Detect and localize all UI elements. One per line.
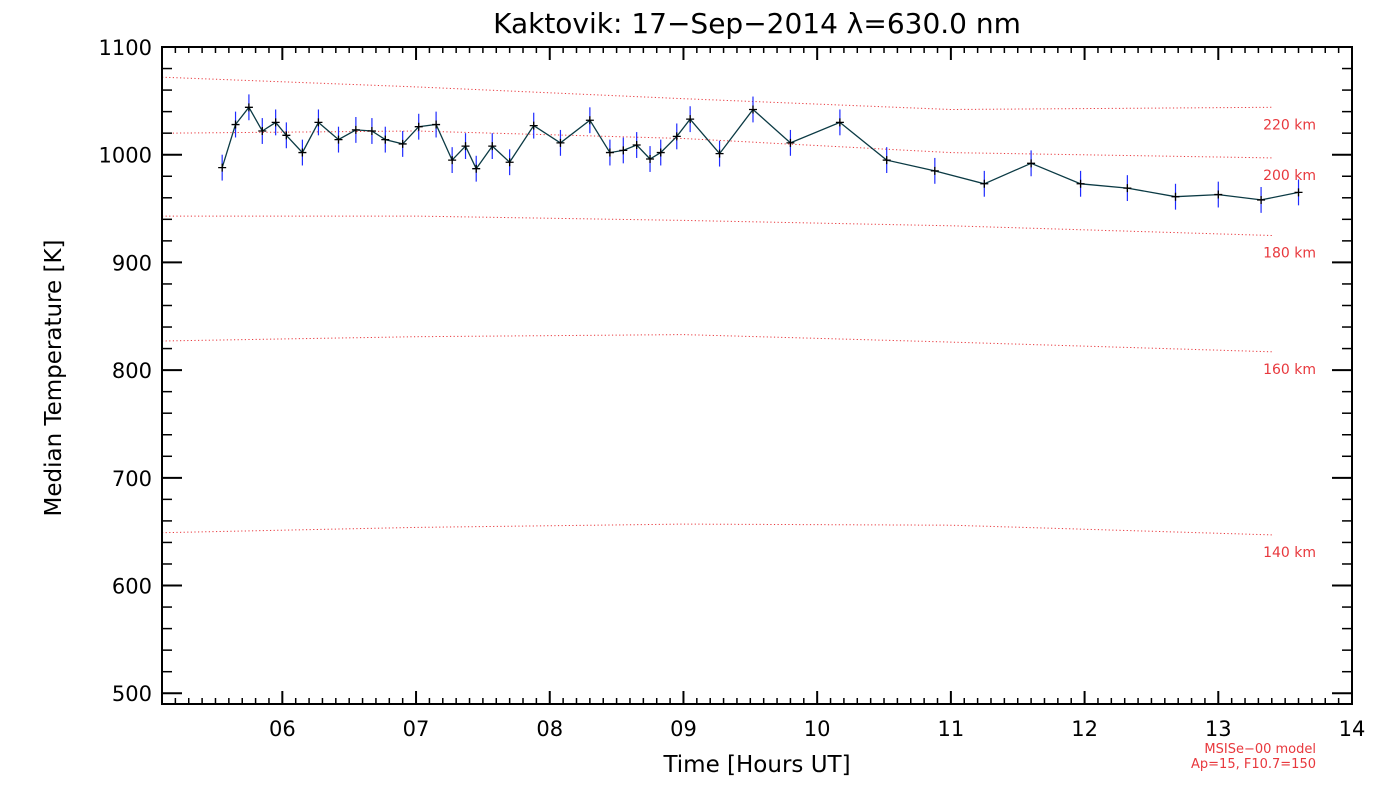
model-line-label: 220 km [1263, 117, 1316, 133]
data-point [605, 148, 614, 157]
model-line-label: 200 km [1263, 168, 1316, 184]
data-point [448, 156, 457, 165]
model-note-line-2: Ap=15, F10.7=150 [1191, 757, 1316, 772]
x-tick-label: 09 [670, 717, 697, 741]
data-point [930, 166, 939, 175]
x-axis-label: Time [Hours UT] [662, 752, 850, 778]
data-point [585, 116, 594, 125]
model-line-160km [161, 334, 1272, 353]
data-point [351, 125, 360, 134]
data-point [1257, 195, 1266, 204]
model-line-label: 180 km [1263, 245, 1316, 261]
model-line-label: 160 km [1263, 362, 1316, 378]
data-point [1171, 192, 1180, 201]
model-line-label: 140 km [1263, 545, 1316, 561]
data-point [414, 122, 423, 131]
data-point [334, 135, 343, 144]
data-point [529, 121, 538, 130]
x-tick-label: 06 [269, 717, 296, 741]
data-point [432, 120, 441, 129]
model-note-line-1: MSISe−00 model [1204, 742, 1316, 757]
y-tick-label: 1000 [99, 144, 152, 168]
data-point [882, 156, 891, 165]
data-point [835, 118, 844, 127]
chart-title: Kaktovik: 17−Sep−2014 λ=630.0 nm [493, 7, 1021, 40]
x-tick-label: 10 [804, 717, 831, 741]
data-point [244, 103, 253, 112]
model-lines: 220 km 200 km 180 km 160 km 140 km [161, 76, 1316, 561]
data-point [1123, 184, 1132, 193]
data-point [258, 127, 267, 136]
plot-frame [161, 46, 1353, 705]
axes: 06 07 08 09 10 11 12 13 14 500 600 700 800 900 1000 110… [99, 36, 1366, 741]
data-point [619, 146, 628, 155]
x-tick-label: 07 [403, 717, 430, 741]
data-point [1027, 159, 1036, 168]
x-tick-label: 11 [938, 717, 965, 741]
y-tick-label: 600 [112, 575, 152, 599]
data-point [314, 118, 323, 127]
data-point [1294, 188, 1303, 197]
data-point [786, 138, 795, 147]
data-point [505, 158, 514, 167]
y-tick-label: 500 [112, 682, 152, 706]
data-point [646, 155, 655, 164]
model-line-140km [161, 523, 1272, 536]
data-point [672, 132, 681, 141]
x-tick-label: 13 [1205, 717, 1232, 741]
data-point [231, 120, 240, 129]
data-point [381, 135, 390, 144]
x-tick-label: 12 [1071, 717, 1098, 741]
data-point [715, 149, 724, 158]
data-point [1076, 179, 1085, 188]
data-point [367, 127, 376, 136]
model-line-220km [161, 76, 1272, 111]
data-point [218, 163, 227, 172]
data-point [980, 179, 989, 188]
y-tick-label: 800 [112, 359, 152, 383]
x-tick-label: 08 [536, 717, 563, 741]
series-line [221, 106, 1299, 201]
y-axis-label: Median Temperature [K] [41, 240, 67, 517]
data-point [398, 139, 407, 148]
data-point [271, 118, 280, 127]
data-point [686, 115, 695, 124]
data-point [656, 148, 665, 157]
data-point [1214, 190, 1223, 199]
data-point [282, 131, 291, 140]
model-line-180km [162, 215, 1272, 236]
model-line-200km [161, 130, 1272, 159]
data-point [748, 105, 757, 114]
data-point [632, 141, 641, 150]
y-tick-label: 700 [112, 467, 152, 491]
data-point [298, 148, 307, 157]
data-series [218, 94, 1303, 213]
data-point [488, 142, 497, 151]
y-tick-label: 900 [112, 251, 152, 275]
y-tick-label: 1100 [99, 36, 152, 60]
data-point [472, 164, 481, 173]
data-point [556, 138, 565, 147]
x-tick-label: 14 [1339, 717, 1366, 741]
data-point [461, 142, 470, 151]
